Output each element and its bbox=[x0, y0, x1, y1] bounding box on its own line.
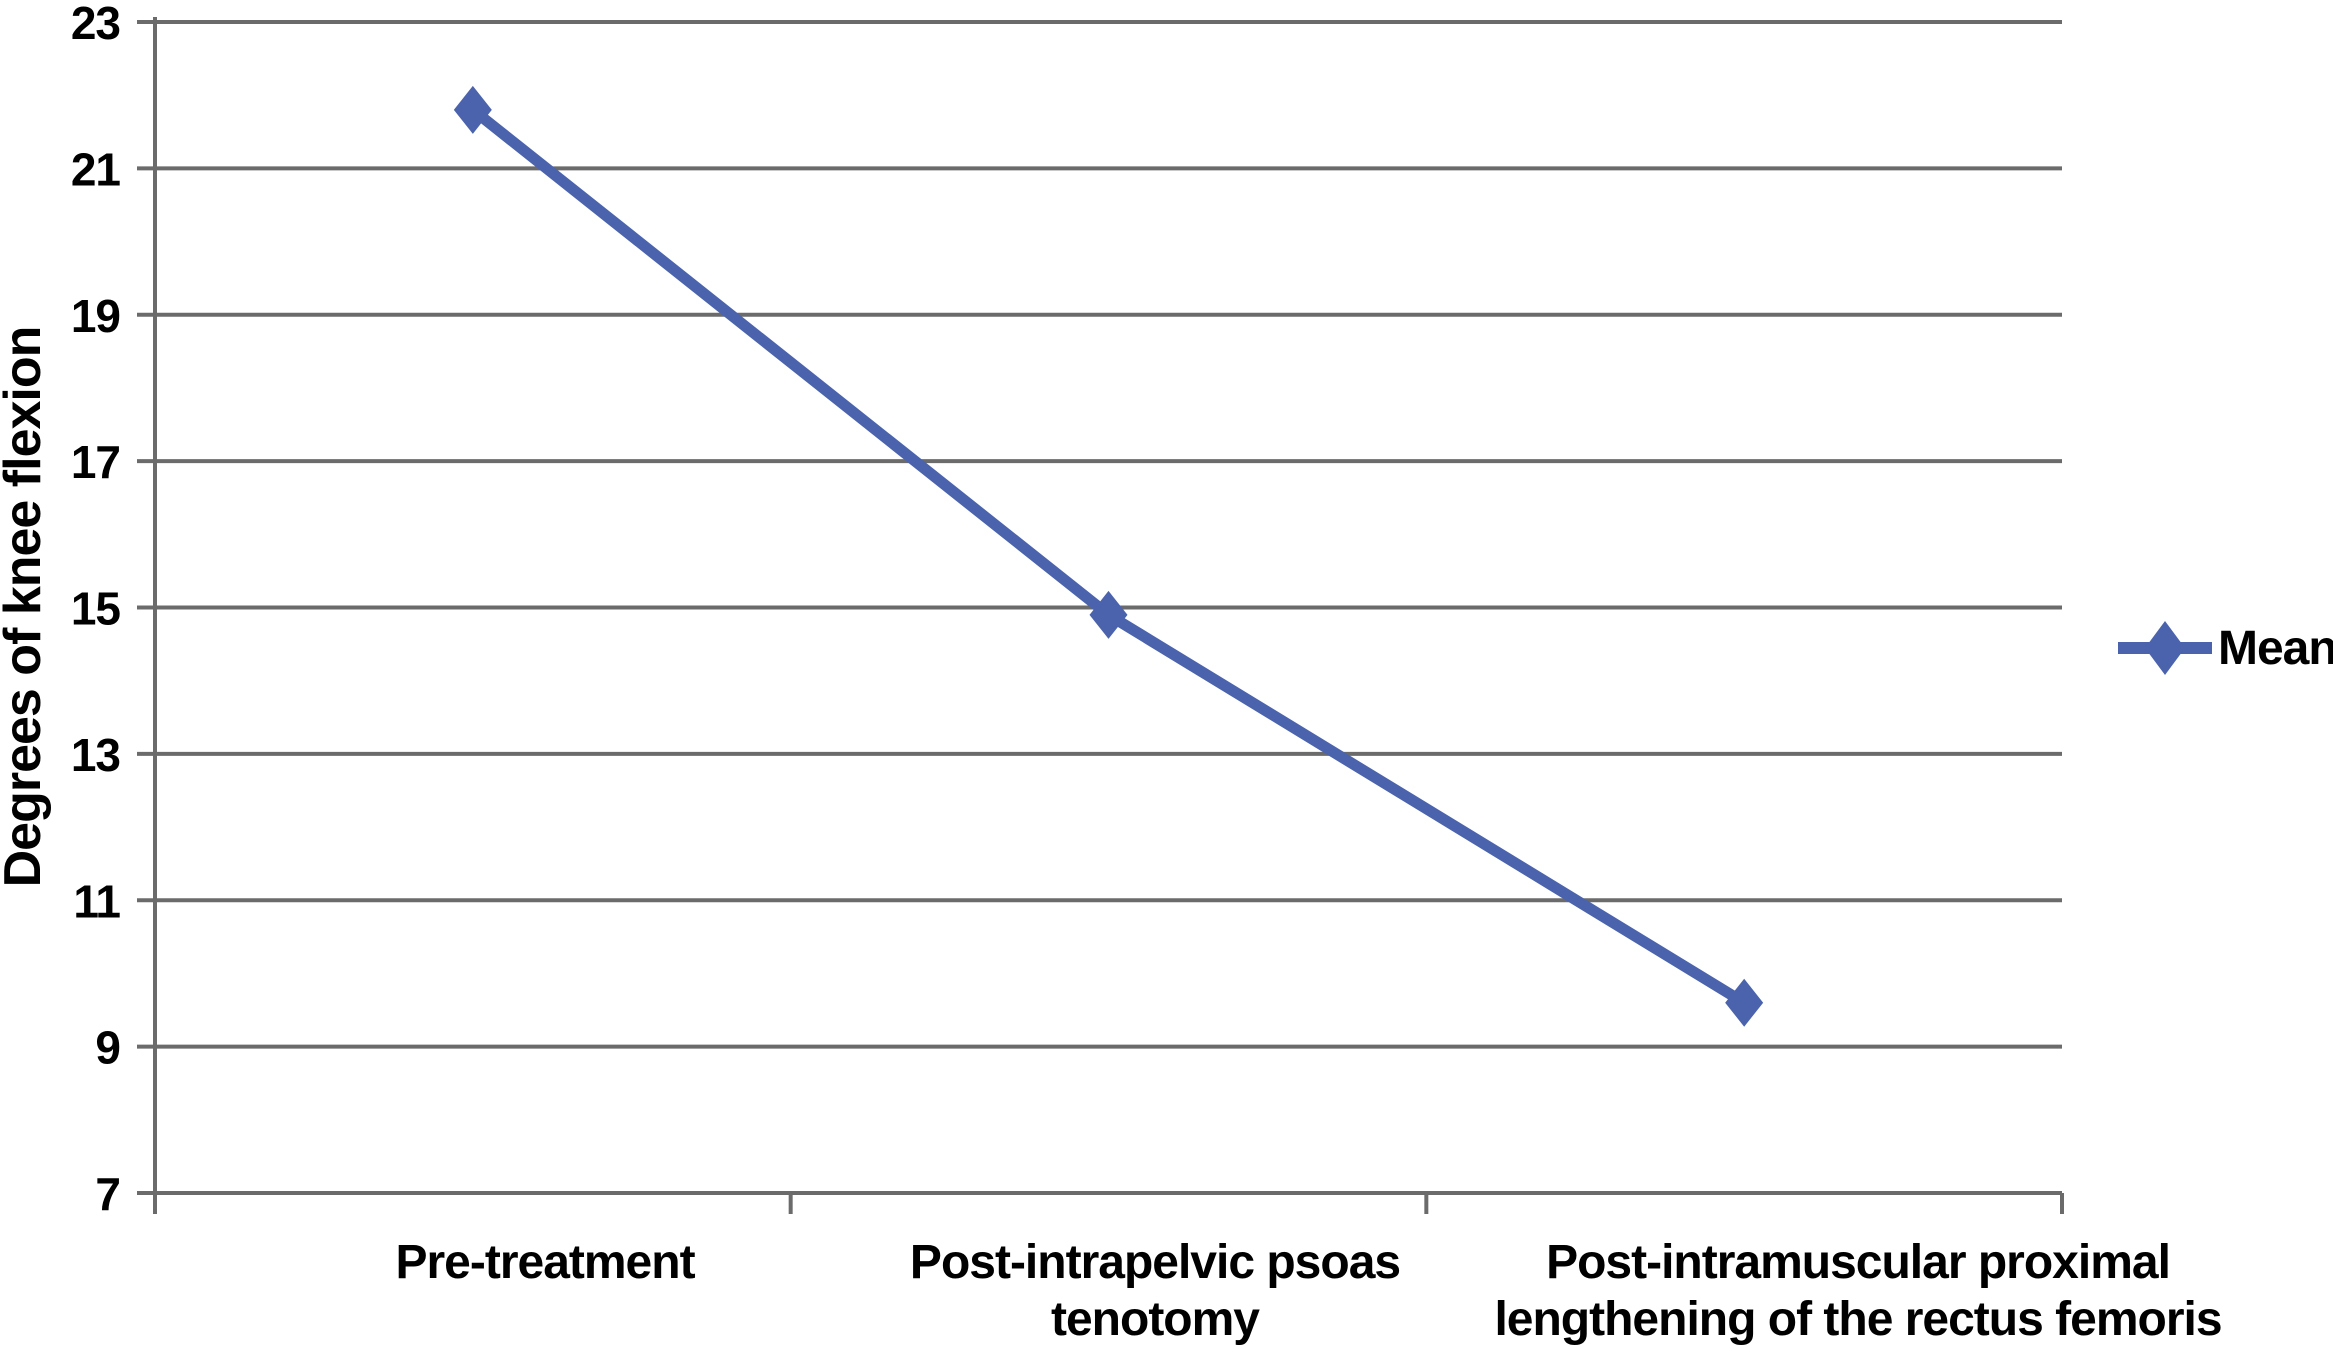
legend-label: Mean bbox=[2218, 622, 2333, 675]
y-tick-label: 21 bbox=[71, 143, 121, 195]
y-tick-label: 11 bbox=[73, 875, 120, 927]
y-tick-label: 9 bbox=[95, 1022, 120, 1074]
data-point-marker bbox=[1725, 978, 1764, 1027]
y-tick-label: 13 bbox=[71, 729, 120, 781]
y-tick-label: 23 bbox=[71, 0, 120, 49]
y-tick-label: 19 bbox=[71, 290, 120, 342]
axes-layer bbox=[153, 17, 2064, 1214]
x-category-label: Pre-treatment bbox=[395, 1236, 695, 1289]
y-tick-label: 7 bbox=[95, 1168, 120, 1220]
series-line bbox=[467, 104, 1750, 1009]
legend: Mean bbox=[2118, 621, 2333, 675]
y-axis-title: Degrees of knee flexion bbox=[0, 327, 52, 888]
labels-layer: 7 9 11 13 15 17 19 21 23 Pre-treatment Post-intrap… bbox=[71, 0, 2223, 1346]
series-layer bbox=[453, 85, 1764, 1027]
legend-diamond-icon bbox=[2145, 621, 2185, 675]
data-point-marker bbox=[453, 85, 492, 134]
x-category-label: Post-intrapelvic psoas tenotomy bbox=[910, 1236, 1400, 1346]
x-category-label: Post-intramuscular proximal lengthening o… bbox=[1494, 1236, 2221, 1346]
data-point-marker bbox=[1089, 590, 1128, 639]
y-tick-label: 15 bbox=[71, 583, 121, 635]
y-tick-label: 17 bbox=[71, 436, 120, 488]
